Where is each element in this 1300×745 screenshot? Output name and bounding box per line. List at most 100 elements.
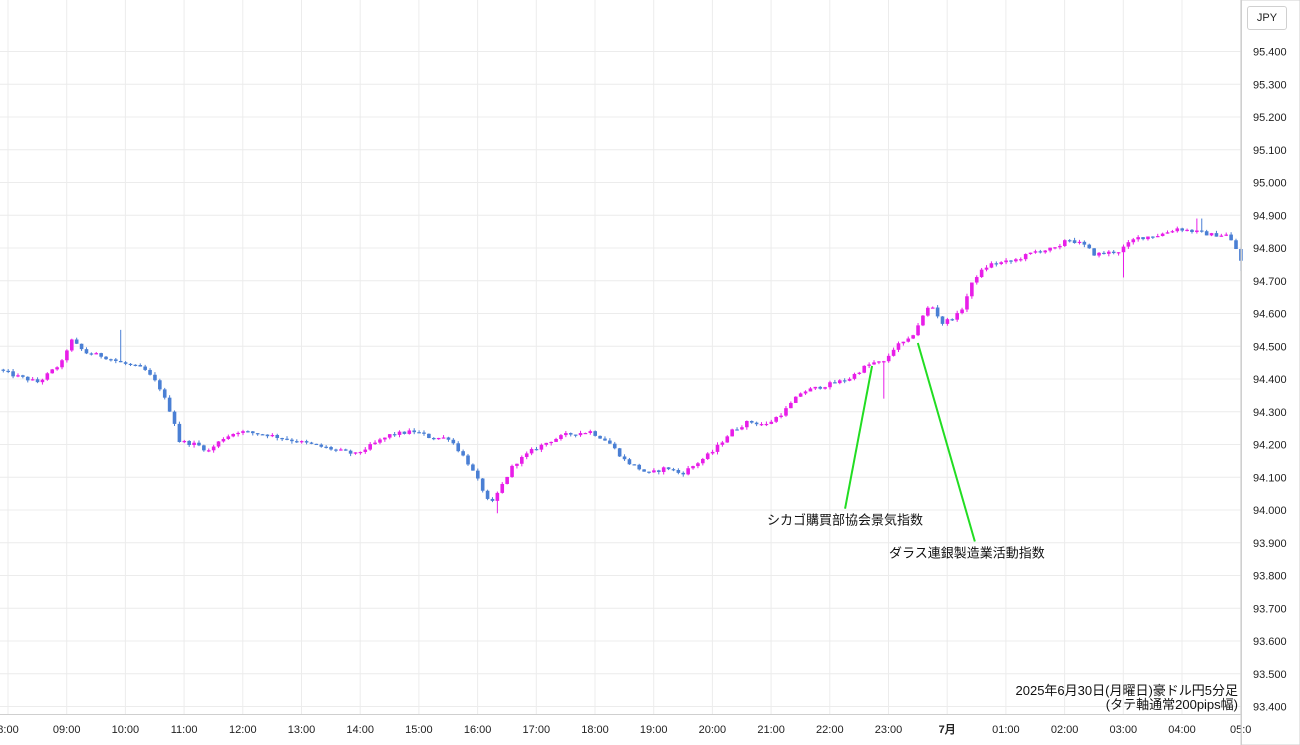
candle-up bbox=[69, 339, 74, 351]
candle-up bbox=[813, 386, 818, 389]
candle-down bbox=[666, 467, 671, 470]
candle-up bbox=[55, 367, 59, 370]
candle-down bbox=[471, 464, 475, 471]
candle-up bbox=[16, 375, 20, 377]
candle-up bbox=[373, 442, 377, 445]
candle-up bbox=[901, 341, 906, 344]
candle-up bbox=[1155, 236, 1160, 238]
x-tick-label: 7月 bbox=[939, 723, 956, 736]
candle-down bbox=[994, 263, 999, 265]
candle-down bbox=[334, 449, 338, 451]
candle-down bbox=[1180, 228, 1184, 231]
candle-down bbox=[143, 366, 147, 370]
candle-up bbox=[241, 431, 245, 433]
candle-down bbox=[417, 432, 421, 434]
candle-up bbox=[520, 456, 524, 464]
y-tick-label: 94.900 bbox=[1253, 210, 1287, 222]
candle-down bbox=[1092, 248, 1096, 256]
candle-down bbox=[568, 433, 573, 435]
candle-up bbox=[1126, 242, 1131, 247]
candle-down bbox=[148, 369, 152, 375]
candle-up bbox=[397, 431, 402, 435]
candle-up bbox=[715, 444, 720, 452]
candle-up bbox=[1018, 259, 1023, 261]
y-tick-label: 95.100 bbox=[1253, 145, 1287, 157]
y-tick-label: 94.500 bbox=[1253, 341, 1287, 353]
candle-up bbox=[1058, 245, 1062, 248]
candle-down bbox=[608, 440, 612, 444]
candle-up bbox=[921, 315, 925, 326]
candle-down bbox=[314, 443, 319, 446]
currency-label[interactable]: JPY bbox=[1247, 6, 1287, 30]
y-tick-label: 93.600 bbox=[1253, 636, 1287, 648]
candle-down bbox=[534, 449, 539, 451]
candle-up bbox=[583, 432, 588, 435]
candle-down bbox=[466, 455, 470, 465]
x-tick-label: 02:00 bbox=[1051, 724, 1079, 736]
candle-up bbox=[945, 319, 950, 324]
y-tick-label: 94.100 bbox=[1253, 472, 1287, 484]
candle-down bbox=[153, 374, 157, 381]
candle-up bbox=[549, 441, 553, 444]
candle-down bbox=[197, 442, 201, 446]
candle-up bbox=[872, 362, 876, 365]
annotation-line bbox=[916, 342, 976, 542]
y-tick-label: 93.900 bbox=[1253, 538, 1287, 550]
candle-down bbox=[255, 433, 260, 435]
y-tick-label: 95.000 bbox=[1253, 178, 1287, 190]
candle-down bbox=[451, 439, 456, 444]
candle-up bbox=[891, 349, 896, 356]
candle-up bbox=[979, 269, 984, 278]
x-tick-label: 14:00 bbox=[346, 724, 374, 736]
candle-up bbox=[407, 430, 412, 434]
candle-up bbox=[652, 470, 656, 473]
candle-up bbox=[1146, 236, 1150, 240]
candle-down bbox=[632, 464, 637, 466]
candle-up bbox=[1033, 251, 1038, 253]
candle-up bbox=[1170, 231, 1175, 233]
candle-up bbox=[984, 267, 989, 270]
y-tick-label: 94.300 bbox=[1253, 407, 1287, 419]
candle-down bbox=[324, 446, 328, 448]
x-tick-label: 13:00 bbox=[288, 724, 316, 736]
x-tick-label: 17:00 bbox=[523, 724, 551, 736]
candle-up bbox=[529, 449, 534, 454]
candle-down bbox=[280, 438, 284, 440]
candles bbox=[1, 218, 1243, 514]
y-tick-label: 95.200 bbox=[1253, 112, 1287, 124]
candle-up bbox=[911, 335, 915, 339]
candle-down bbox=[133, 364, 138, 366]
candle-down bbox=[6, 370, 10, 373]
candle-down bbox=[573, 434, 578, 436]
chart-caption: 2025年6月30日(月曜日)豪ドル円5分足 (タテ軸通常200pips幅) bbox=[1016, 684, 1239, 712]
candle-up bbox=[1028, 252, 1033, 255]
candle-up bbox=[974, 277, 979, 283]
candle-up bbox=[857, 372, 862, 374]
candle-up bbox=[999, 262, 1004, 265]
candle-down bbox=[172, 411, 177, 424]
candle-up bbox=[823, 387, 827, 389]
candle-down bbox=[642, 469, 646, 472]
candle-down bbox=[275, 434, 280, 439]
candle-down bbox=[1214, 233, 1219, 237]
candle-up bbox=[701, 458, 705, 464]
candle-down bbox=[1087, 244, 1092, 249]
annotation-label: ダラス連銀製造業活動指数 bbox=[889, 545, 1045, 560]
candle-up bbox=[1062, 240, 1067, 246]
candle-down bbox=[749, 420, 754, 423]
candle-up bbox=[510, 465, 514, 477]
x-tick-label: 11:00 bbox=[171, 724, 198, 736]
candle-down bbox=[480, 478, 485, 491]
y-tick-label: 94.200 bbox=[1253, 440, 1287, 452]
candle-down bbox=[104, 356, 108, 360]
candle-up bbox=[30, 379, 35, 381]
candle-down bbox=[402, 431, 407, 434]
candle-down bbox=[627, 459, 632, 465]
candle-down bbox=[475, 470, 480, 479]
candle-up bbox=[705, 453, 710, 459]
x-tick-label: 09:00 bbox=[53, 724, 81, 736]
candle-down bbox=[128, 363, 133, 366]
candle-up bbox=[867, 364, 871, 366]
candle-down bbox=[25, 376, 30, 381]
